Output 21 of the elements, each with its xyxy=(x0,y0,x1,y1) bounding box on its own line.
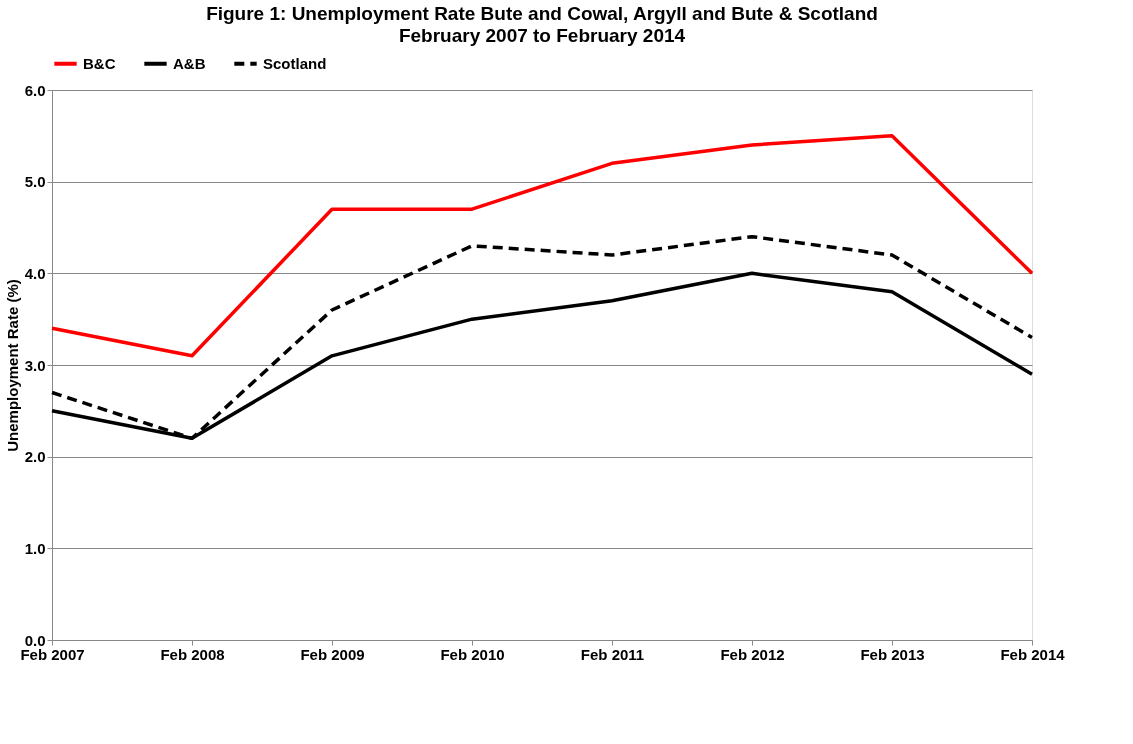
y-axis-title: Unemployment Rate (%) xyxy=(3,279,21,452)
legend-label: B&C xyxy=(83,54,116,72)
legend-label: A&B xyxy=(173,54,206,72)
chart-subtitle: February 2007 to February 2014 xyxy=(398,25,686,46)
y-tick-label: 6.0 xyxy=(24,81,46,99)
y-tick-label: 3.0 xyxy=(24,356,46,374)
chart-title: Figure 1: Unemployment Rate Bute and Cowal, Argyll and Bute & Scotland xyxy=(206,3,878,24)
y-tick-label: 2.0 xyxy=(24,448,46,466)
y-tick-label: 4.0 xyxy=(24,264,46,282)
x-tick-label: Feb 2014 xyxy=(1000,645,1066,663)
x-tick-label: Feb 2008 xyxy=(160,645,225,663)
y-tick-label: 5.0 xyxy=(24,173,46,191)
x-tick-label: Feb 2012 xyxy=(720,645,785,663)
x-tick-label: Feb 2013 xyxy=(860,645,925,663)
legend-label: Scotland xyxy=(263,54,327,72)
x-tick-label: Feb 2011 xyxy=(580,645,645,663)
x-tick-label: Feb 2009 xyxy=(300,645,365,663)
line-series xyxy=(50,134,1034,358)
y-tick-label: 1.0 xyxy=(24,539,46,557)
x-tick-label: Feb 2010 xyxy=(440,645,505,663)
line-series xyxy=(50,234,1034,441)
